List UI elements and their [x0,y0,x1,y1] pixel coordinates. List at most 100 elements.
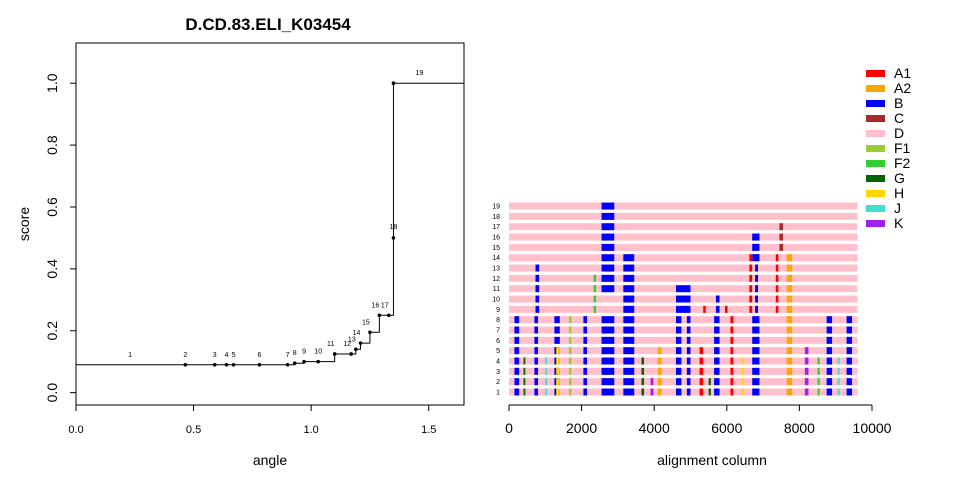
subtype-segment [641,388,645,396]
subtype-segment [601,223,615,231]
subtype-segment [775,274,779,282]
subtype-segment [749,285,753,293]
subtype-segment [534,347,539,355]
subtype-segment [749,264,753,272]
subtype-segment [826,367,833,375]
subtype-segment [714,357,720,365]
subtype-segment [534,378,539,386]
subtype-segment [752,378,760,386]
point-label: 17 [381,302,389,309]
point-label: 2 [183,352,187,359]
row-background [509,336,858,344]
data-point [231,362,236,367]
data-point [386,313,391,318]
legend-swatch [866,100,885,107]
subtype-segment [675,367,682,375]
subtype-segment [755,295,759,303]
row-background [509,367,858,375]
y-axis-label: score [16,207,32,241]
point-label: 18 [390,224,398,231]
subtype-segment [846,347,853,355]
subtype-segment [623,347,635,355]
subtype-segment [623,285,635,293]
subtype-segment [714,367,720,375]
subtype-segment [837,367,840,375]
subtype-segment [554,326,560,334]
row-label: 3 [496,369,500,376]
subtype-segment [846,388,853,396]
subtype-segment [714,378,720,386]
row-background [509,264,858,272]
row-background [509,254,858,262]
subtype-segment [650,388,654,396]
point-label: 13 [348,336,356,343]
subtype-segment [804,367,809,375]
subtype-segment [545,378,548,386]
subtype-segment [826,347,833,355]
subtype-segment [755,264,759,272]
row-label: 6 [496,338,500,345]
subtype-segment [675,378,682,386]
subtype-segment [545,367,548,375]
point-label: 7 [286,352,290,359]
point-label: 5 [232,352,236,359]
subtype-segment [556,347,560,355]
data-point [391,236,396,240]
subtype-segment [786,285,793,293]
legend-label: G [894,170,905,186]
legend-label: F2 [894,155,911,171]
subtype-segment [775,264,779,272]
subtype-segment [675,326,682,334]
subtype-segment [786,316,793,324]
subtype-segment [601,202,615,210]
subtype-segment [568,347,572,355]
subtype-segment [741,388,744,396]
subtype-segment [523,357,526,365]
row-label: 16 [492,235,500,242]
subtype-segment [534,367,539,375]
subtype-segment [657,388,662,396]
subtype-segment [786,295,793,303]
subtype-segment [755,305,759,313]
subtype-segment [752,243,760,251]
subtype-segment [826,357,833,365]
subtype-segment [752,336,760,344]
subtype-segment [568,316,572,324]
point-label: 16 [371,302,379,309]
subtype-segment [593,295,597,303]
row-background [509,357,858,365]
legend-label: F1 [894,140,911,156]
row-background [509,378,858,386]
row-label: 19 [492,204,500,211]
subtype-segment [535,285,540,293]
x-tick-label: 1.0 [304,424,319,436]
point-label: 12 [343,341,351,348]
row-background [509,388,858,396]
row-label: 15 [492,245,500,252]
legend-label: J [894,200,901,216]
y-tick-label: 0.6 [44,197,60,217]
subtype-segment [804,347,809,355]
x-axis: 0 2000 4000 6000 8000 10000 [505,404,892,436]
legend-swatch [866,130,885,137]
subtype-segment [623,388,635,396]
subtype-segment [675,316,682,324]
subtype-segment [730,316,734,324]
subtype-segment [675,295,691,303]
subtype-segment [786,326,793,334]
subtype-segment [715,305,720,313]
y-tick-label: 0.8 [44,135,60,155]
subtype-segment [714,336,720,344]
subtype-segment [534,326,539,334]
legend-swatch [866,85,885,92]
subtype-segment [556,378,560,386]
subtype-segment [514,388,520,396]
subtype-segment [730,378,734,386]
plot-title: D.CD.83.ELI_K03454 [185,15,351,34]
point-label: 15 [362,319,370,326]
subtype-segment [708,378,711,386]
alignment-x-axis-label: alignment column [657,452,767,468]
point-label: 1 [128,352,132,359]
